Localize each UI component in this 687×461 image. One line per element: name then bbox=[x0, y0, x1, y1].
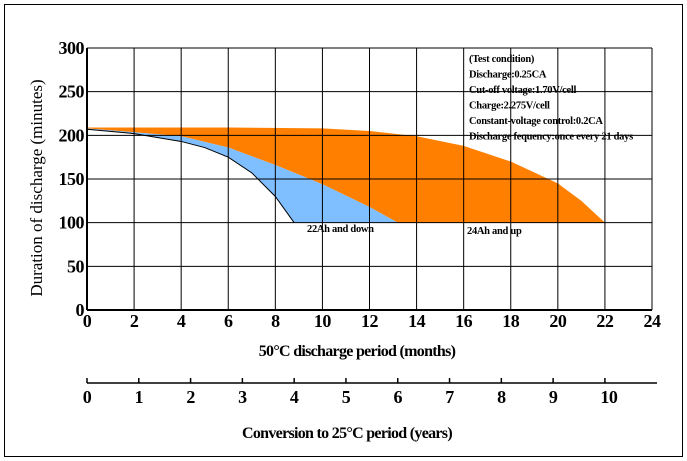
x-tick-label: 22 bbox=[596, 311, 614, 331]
x2-tick-label: 6 bbox=[394, 387, 403, 407]
y-axis-title: Duration of discharge (minutes) bbox=[27, 79, 46, 296]
x2-tick-label: 0 bbox=[83, 387, 92, 407]
y-tick-label: 100 bbox=[59, 213, 85, 233]
test-condition-line: Cut-off voltage:1.70V/cell bbox=[469, 85, 576, 96]
x2-tick-label: 8 bbox=[497, 387, 506, 407]
chart-frame bbox=[4, 4, 683, 457]
test-condition-line: Constant-voltage control:0.2CA bbox=[469, 116, 603, 127]
x2-axis-title: Conversion to 25°C period (years) bbox=[242, 425, 452, 442]
y-tick-label: 200 bbox=[59, 125, 85, 145]
x-tick-label: 8 bbox=[271, 311, 280, 331]
x-tick-label: 20 bbox=[549, 311, 567, 331]
series-area-24ah-and-up bbox=[87, 127, 605, 223]
x-tick-label: 0 bbox=[83, 311, 92, 331]
x-tick-label: 10 bbox=[314, 311, 332, 331]
x2-tick-label: 2 bbox=[186, 387, 195, 407]
y-tick-label: 50 bbox=[67, 256, 85, 276]
y-tick-label: 300 bbox=[59, 38, 85, 58]
x-tick-label: 4 bbox=[177, 311, 186, 331]
x-tick-label: 18 bbox=[502, 311, 520, 331]
test-condition-line: (Test condition) bbox=[469, 54, 535, 65]
x2-tick-label: 4 bbox=[290, 387, 299, 407]
test-condition-line: Charge:2.275V/cell bbox=[469, 101, 550, 112]
x-axis-title: 50°C discharge period (months) bbox=[259, 343, 456, 360]
x-tick-label: 16 bbox=[455, 311, 473, 331]
x2-tick-label: 5 bbox=[342, 387, 351, 407]
x2-tick-label: 9 bbox=[549, 387, 558, 407]
test-condition-line: Discharge fequency:once every 21 days bbox=[469, 132, 633, 143]
test-condition-line: Discharge:0.25CA bbox=[469, 70, 547, 81]
x-tick-label: 14 bbox=[408, 311, 426, 331]
test-condition-note: (Test condition) Discharge:0.25CA Cut-off … bbox=[469, 54, 633, 143]
x-tick-label: 12 bbox=[361, 311, 379, 331]
x-tick-label: 2 bbox=[130, 311, 139, 331]
x2-tick-label: 1 bbox=[135, 387, 144, 407]
y-tick-label: 150 bbox=[59, 169, 85, 189]
x2-tick-label: 7 bbox=[445, 387, 454, 407]
series-label-24ah: 24Ah and up bbox=[467, 226, 522, 237]
y-tick-label: 0 bbox=[76, 300, 85, 320]
series-area-22ah-and-down bbox=[87, 128, 398, 223]
x2-tick-label: 3 bbox=[238, 387, 247, 407]
x2-tick-label: 10 bbox=[600, 387, 618, 407]
x-tick-label: 6 bbox=[224, 311, 233, 331]
series-label-22ah: 22Ah and down bbox=[307, 224, 374, 235]
y-tick-label: 250 bbox=[59, 82, 85, 102]
x-tick-label: 24 bbox=[644, 311, 662, 331]
